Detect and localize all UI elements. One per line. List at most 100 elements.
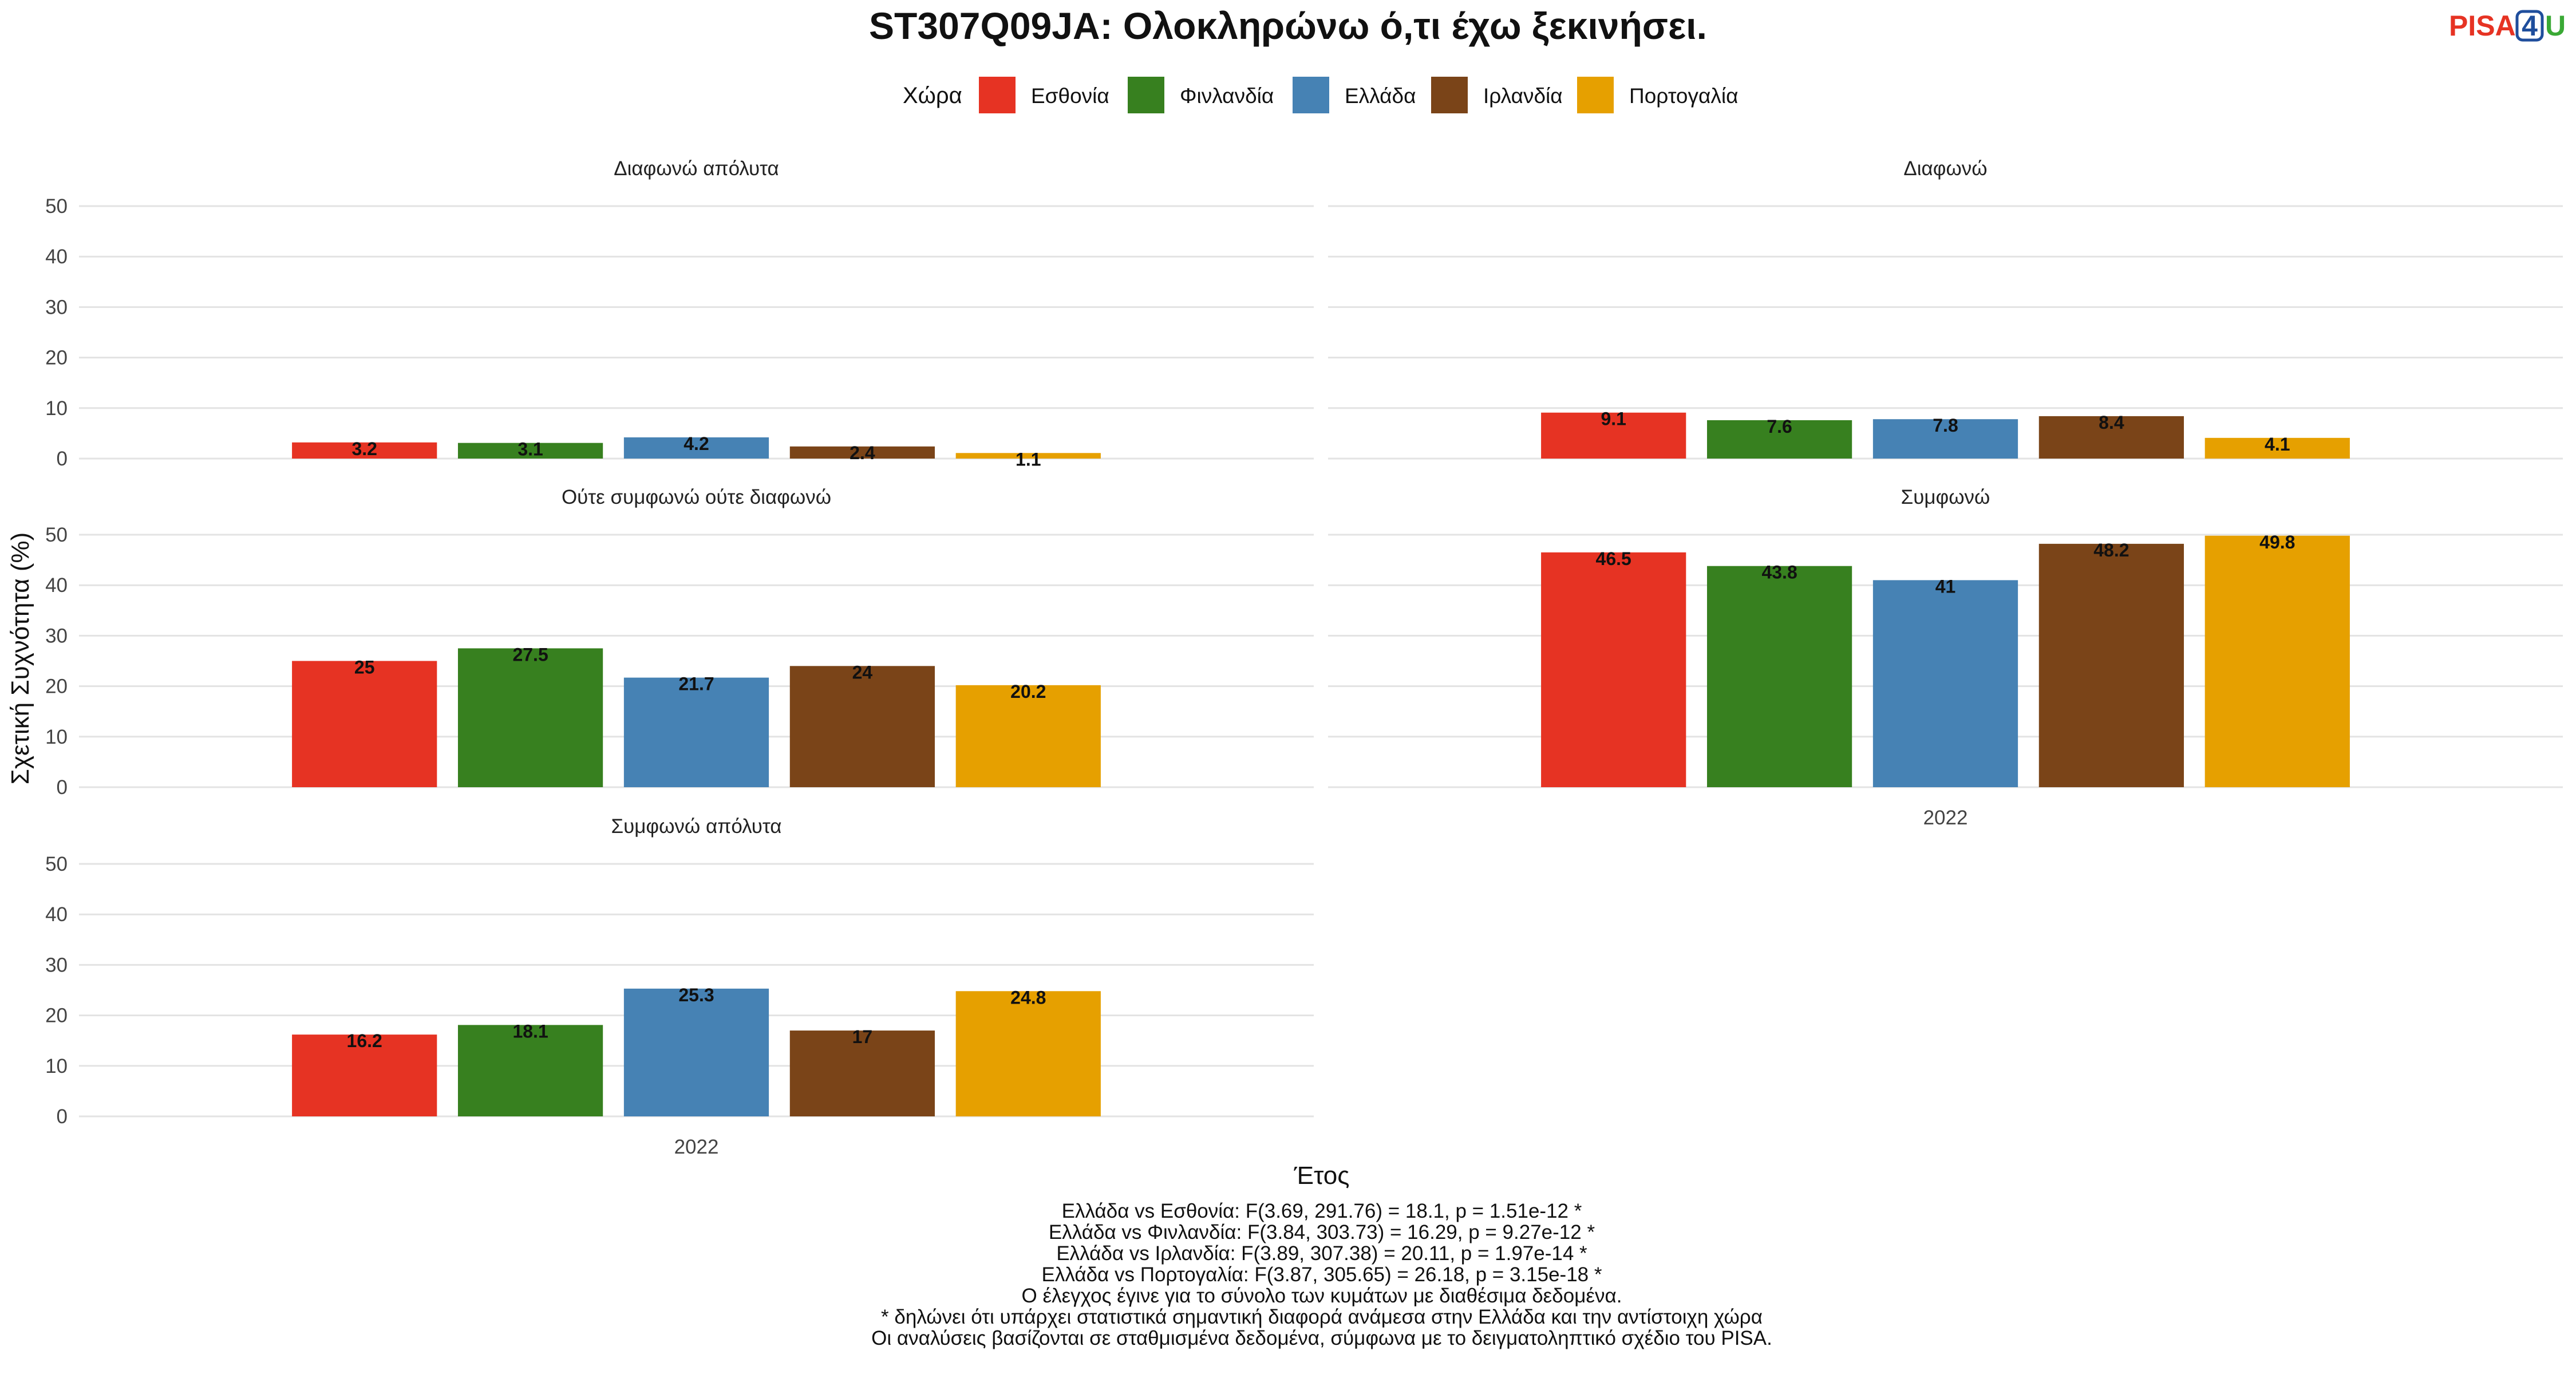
logo: PISA 4 U: [2449, 10, 2566, 42]
bar-value-label: 3.2: [351, 439, 377, 459]
legend-title: Χώρα: [903, 83, 962, 108]
y-tick-label: 10: [45, 397, 68, 420]
y-tick-label: 0: [57, 776, 68, 799]
y-tick-label: 30: [45, 954, 68, 976]
legend-label: Φινλανδία: [1180, 84, 1274, 108]
bar: [623, 437, 769, 459]
bar-value-label: 48.2: [2093, 540, 2129, 560]
legend-label: Ιρλανδία: [1483, 84, 1563, 108]
bar-value-label: 43.8: [1761, 562, 1797, 583]
bar: [1706, 420, 1852, 459]
y-tick-label: 10: [45, 726, 68, 748]
bar-value-label: 21.7: [678, 674, 714, 694]
y-tick-label: 0: [57, 448, 68, 470]
bar-value-label: 3.1: [517, 439, 543, 460]
bar: [1706, 566, 1852, 787]
bar: [955, 685, 1101, 787]
footnote-line: * δηλώνει ότι υπάρχει στατιστικά σημαντι…: [881, 1306, 1763, 1328]
bar-value-label: 1.1: [1016, 449, 1041, 469]
footnote-line: Ελλάδα vs Εσθονία: F(3.69, 291.76) = 18.…: [1062, 1200, 1582, 1222]
bar: [1541, 412, 1686, 459]
legend-label: Πορτογαλία: [1629, 84, 1739, 108]
bar-value-label: 20.2: [1010, 681, 1046, 702]
y-tick-label: 40: [45, 246, 68, 268]
x-tick-label: 2022: [1923, 807, 1968, 829]
facet-panel: Ούτε συμφωνώ ούτε διαφωνώ 0 10 20 30 40 50 25 27…: [45, 486, 1314, 799]
logo-text-4: 4: [2522, 10, 2538, 42]
facet-strip-label: Ούτε συμφωνώ ούτε διαφωνώ: [562, 486, 831, 508]
logo-text-pisa: PISA: [2449, 10, 2516, 42]
bar-value-label: 4.1: [2265, 434, 2290, 455]
facet-strip-label: Διαφωνώ απόλυτα: [614, 157, 779, 180]
legend-swatch: [1577, 77, 1614, 113]
bar-value-label: 8.4: [2099, 412, 2124, 433]
legend-swatch: [979, 77, 1016, 113]
bar: [955, 991, 1101, 1116]
legend-swatch: [1431, 77, 1468, 113]
footnote-line: Ελλάδα vs Ιρλανδία: F(3.89, 307.38) = 20…: [1056, 1242, 1587, 1265]
bar: [1872, 419, 2018, 459]
bar: [457, 1025, 603, 1116]
bar: [292, 661, 437, 787]
facet-strip-label: Συμφωνώ απόλυτα: [611, 815, 781, 838]
x-axis-title: Έτος: [1294, 1162, 1350, 1190]
bar-value-label: 16.2: [347, 1030, 382, 1051]
bar-value-label: 46.5: [1596, 548, 1631, 569]
bar-value-label: 2.4: [850, 443, 875, 463]
bar: [789, 666, 935, 787]
bar-value-label: 17: [852, 1026, 873, 1047]
y-axis-title: Σχετική Συχνότητα (%): [6, 532, 34, 785]
bar: [292, 442, 437, 459]
chart-title: ST307Q09JA: Ολοκληρώνω ό,τι έχω ξεκινήσε…: [869, 5, 1707, 47]
bar: [2038, 416, 2184, 459]
legend-label: Ελλάδα: [1345, 84, 1416, 108]
y-tick-label: 50: [45, 524, 68, 546]
y-tick-label: 20: [45, 1005, 68, 1027]
y-tick-label: 40: [45, 903, 68, 926]
bar: [457, 443, 603, 459]
footnote-line: Ο έλεγχος έγινε για το σύνολο των κυμάτω…: [1022, 1285, 1622, 1307]
bar: [955, 453, 1101, 459]
y-tick-label: 50: [45, 195, 68, 218]
y-tick-label: 10: [45, 1055, 68, 1077]
bar-value-label: 24.8: [1010, 987, 1046, 1008]
bar: [789, 446, 935, 459]
bar: [1541, 552, 1686, 787]
legend-swatch: [1293, 77, 1329, 113]
bar: [457, 648, 603, 787]
footnote-line: Ελλάδα vs Πορτογαλία: F(3.87, 305.65) = …: [1042, 1264, 1602, 1286]
bar-value-label: 24: [852, 662, 873, 682]
legend-swatch: [1128, 77, 1164, 113]
footnote-line: Ελλάδα vs Φινλανδία: F(3.84, 303.73) = 1…: [1049, 1221, 1595, 1243]
facet-panel: Διαφωνώ απόλυτα 0 10 20 30 40 50 3.2 3.1 4.2 2.4 1.…: [45, 157, 1314, 470]
bar: [623, 988, 769, 1116]
logo-text-u: U: [2545, 10, 2566, 42]
footnotes: Ελλάδα vs Εσθονία: F(3.69, 291.76) = 18.…: [871, 1200, 1772, 1349]
facet-panel: Συμφωνώ 46.5 43.8 41 48.2 49.8 2022: [1328, 486, 2563, 829]
bar-value-label: 7.6: [1767, 416, 1792, 437]
bar: [2204, 437, 2350, 459]
bar: [292, 1035, 437, 1116]
bar-value-label: 18.1: [512, 1021, 548, 1041]
y-tick-label: 30: [45, 296, 68, 318]
logo-box: [2515, 10, 2544, 42]
facet-strip-label: Συμφωνώ: [1901, 486, 1990, 508]
y-tick-label: 30: [45, 625, 68, 647]
bar-value-label: 25: [354, 657, 375, 678]
legend: Χώρα Εσθονία Φινλανδία Ελλάδα Ιρλανδία Πορτο…: [903, 77, 1739, 113]
bar-value-label: 9.1: [1601, 409, 1626, 429]
svg-text:PISA: PISA: [2449, 10, 2516, 42]
facet-panel: Διαφωνώ 9.1 7.6 7.8 8.4 4.1: [1328, 157, 2563, 460]
bar: [623, 677, 769, 787]
bar-value-label: 49.8: [2259, 532, 2295, 552]
bar-value-label: 7.8: [1933, 415, 1958, 436]
bar-value-label: 41: [1935, 576, 1956, 597]
facet-panel: Συμφωνώ απόλυτα 0 10 20 30 40 50 16.2 18.1 25.3 17…: [45, 815, 1314, 1158]
bar: [2204, 535, 2350, 787]
y-tick-label: 20: [45, 676, 68, 698]
bar: [789, 1030, 935, 1116]
y-tick-label: 40: [45, 574, 68, 597]
bar: [1872, 580, 2018, 787]
y-tick-label: 20: [45, 347, 68, 369]
